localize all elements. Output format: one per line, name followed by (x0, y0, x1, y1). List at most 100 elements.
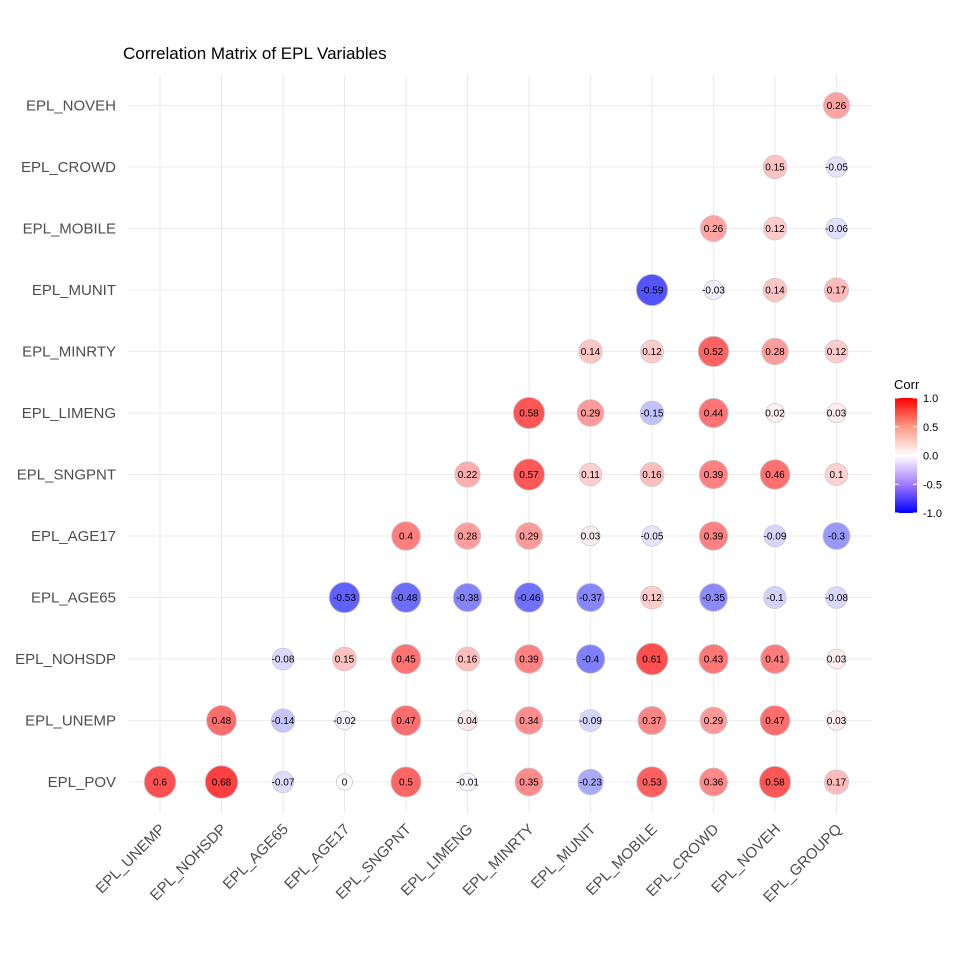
correlation-circle (698, 521, 729, 551)
correlation-cell: 0.34 (514, 706, 544, 735)
correlation-value-label: 0.29 (519, 532, 539, 543)
correlation-value-label: 0.68 (212, 778, 232, 789)
correlation-circle (824, 339, 849, 364)
correlation-cell: -0.08 (825, 586, 848, 609)
correlation-circle (758, 765, 792, 799)
correlation-cell: -0.09 (763, 524, 787, 548)
correlation-value-label: 0.16 (642, 470, 662, 481)
correlation-circle (822, 522, 851, 550)
correlation-cell: -0.02 (333, 710, 356, 731)
correlation-cell: -0.08 (271, 647, 295, 671)
correlation-value-label: 0.22 (458, 470, 478, 481)
correlation-value-label: -0.4 (582, 655, 600, 666)
correlation-value-label: 0.28 (458, 532, 478, 543)
correlation-circle (206, 705, 237, 736)
correlation-circle (763, 524, 787, 548)
correlation-value-label: 0.58 (519, 409, 539, 420)
correlation-value-label: 0.4 (399, 532, 413, 543)
correlation-value-label: 0.26 (827, 101, 847, 112)
correlation-cell: 0.44 (698, 397, 729, 429)
correlation-value-label: 0.12 (827, 347, 847, 358)
correlation-circle (577, 768, 604, 796)
correlation-cell: 0.43 (698, 644, 729, 674)
correlation-circle (640, 585, 664, 610)
correlation-circle (640, 339, 664, 364)
correlation-circle (826, 648, 847, 670)
correlation-cell: 0.12 (763, 216, 787, 241)
correlation-circle (699, 706, 728, 735)
correlation-cell: 0.29 (515, 522, 543, 550)
correlation-value-label: 0.39 (704, 532, 724, 543)
correlation-value-label: 0.58 (765, 778, 785, 789)
correlation-value-label: -0.09 (764, 532, 787, 543)
correlation-circle (576, 399, 605, 427)
correlation-value-label: -0.53 (333, 593, 356, 604)
correlation-circle (513, 458, 545, 491)
correlation-circle (514, 706, 544, 735)
correlation-cell: 0.47 (390, 705, 422, 736)
correlation-circle (579, 709, 602, 732)
correlation-cell: -0.05 (825, 156, 848, 178)
correlation-circle (512, 396, 546, 430)
correlation-cell: 0.4 (391, 521, 421, 551)
correlation-value-label: 0.48 (212, 716, 232, 727)
correlation-cell: -0.3 (822, 522, 851, 550)
correlation-cell: 0.26 (700, 214, 728, 242)
correlation-value-label: 0.35 (519, 778, 539, 789)
correlation-cell: -0.35 (699, 583, 728, 612)
correlation-circle (823, 92, 851, 120)
correlation-value-label: -0.48 (395, 593, 418, 604)
correlation-cell: 0.12 (640, 339, 664, 364)
correlation-cell: 0.29 (699, 706, 728, 735)
correlation-circle (635, 273, 669, 307)
correlation-cell: 0.29 (576, 399, 605, 427)
correlation-circle (457, 710, 478, 731)
correlation-cell: 0.16 (639, 462, 665, 487)
correlation-value-label: 0.12 (765, 224, 785, 235)
correlation-value-label: 0.03 (581, 532, 601, 543)
correlation-cell: -0.15 (639, 400, 665, 426)
correlation-circle (390, 582, 422, 613)
y-tick-label: EPL_POV (48, 774, 116, 791)
correlation-cell: 0.47 (759, 705, 791, 736)
correlation-circle (271, 770, 295, 794)
correlation-value-label: -0.46 (518, 593, 541, 604)
correlation-cell: 0.03 (826, 648, 847, 670)
correlation-circle (575, 644, 606, 674)
correlation-circle (763, 216, 787, 241)
correlation-cell: -0.48 (390, 582, 422, 613)
correlation-cell: -0.53 (328, 581, 361, 614)
correlation-value-label: 0.1 (830, 470, 844, 481)
correlation-cell: 0.04 (457, 710, 478, 731)
correlation-cell: -0.23 (577, 768, 604, 796)
correlation-value-label: 0.47 (396, 716, 416, 727)
correlation-value-label: -0.08 (825, 593, 848, 604)
correlation-circle (698, 459, 729, 490)
correlation-value-label: 0.41 (765, 655, 785, 666)
correlation-circle (697, 335, 730, 368)
legend-color-bar (895, 398, 917, 513)
correlation-value-label: -0.38 (456, 593, 479, 604)
correlation-cell: 0.5 (390, 766, 422, 798)
correlation-cell: 0.16 (455, 646, 480, 672)
correlation-circle (271, 647, 295, 671)
correlation-value-label: 0.11 (581, 470, 600, 481)
correlation-circle (825, 586, 848, 609)
correlation-cell: 0.61 (635, 642, 669, 676)
legend-tick-label: 0.5 (923, 422, 938, 434)
correlation-cell: 0.03 (580, 525, 601, 547)
correlation-circle (762, 277, 788, 303)
correlation-circle (635, 642, 669, 676)
y-tick-label: EPL_MOBILE (23, 221, 116, 238)
correlation-circle (334, 710, 355, 731)
correlation-value-label: 0.46 (765, 470, 785, 481)
correlation-cell: 0.03 (826, 710, 847, 731)
correlation-circle (703, 279, 724, 301)
correlation-cell: 0.28 (453, 522, 482, 550)
correlation-cell: 0.35 (514, 767, 544, 797)
correlation-circle (759, 705, 791, 736)
correlation-value-label: 0.02 (765, 409, 785, 420)
correlation-circle (514, 767, 544, 797)
correlation-value-label: 0.6 (153, 778, 167, 789)
correlation-cells: 0.6 0.68 -0.07 0 0.5 -0.01 0.35 -0.23 0.53 0.36 0.… (143, 92, 851, 799)
